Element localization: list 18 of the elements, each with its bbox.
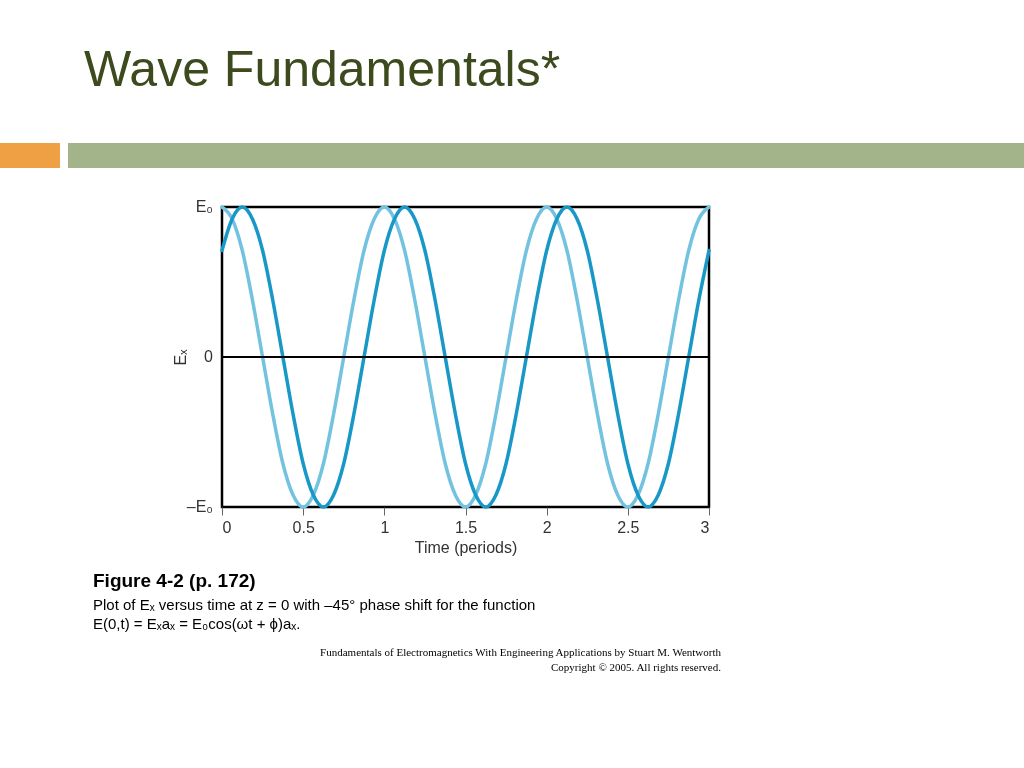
text: Copyright © 2005. All rights reserved.	[551, 661, 721, 673]
x-tick-label: 0.5	[292, 518, 315, 536]
caption: Figure 4-2 (p. 172)	[93, 570, 256, 592]
x-tick-label: 2	[542, 518, 552, 536]
chart-title: Wave Fundamentals*	[84, 40, 561, 98]
x-tick-label: 2.5	[617, 518, 640, 536]
x-tick-label: 1.5	[454, 518, 478, 536]
x-tick-label: 0	[222, 518, 232, 536]
text: E₀	[195, 198, 213, 216]
x-axis-title: Time (periods)	[414, 538, 518, 556]
x-tick-label: 3	[700, 518, 710, 536]
x-tick-label: 1	[380, 518, 390, 536]
y-axis-title: Eₓ	[171, 348, 189, 366]
text: 0	[204, 348, 213, 366]
text: –E₀	[186, 498, 213, 516]
text: Plot of Eₓ versus time at z = 0 with –45° phase shift for the function	[93, 596, 536, 613]
text: E(0,t) = Eₓaₓ = E₀cos(ωt + ϕ)aₓ.	[93, 615, 301, 632]
text: Fundamentals of Electromagnetics With Engineering Applications by Stuart M. Wentworth	[320, 646, 721, 658]
